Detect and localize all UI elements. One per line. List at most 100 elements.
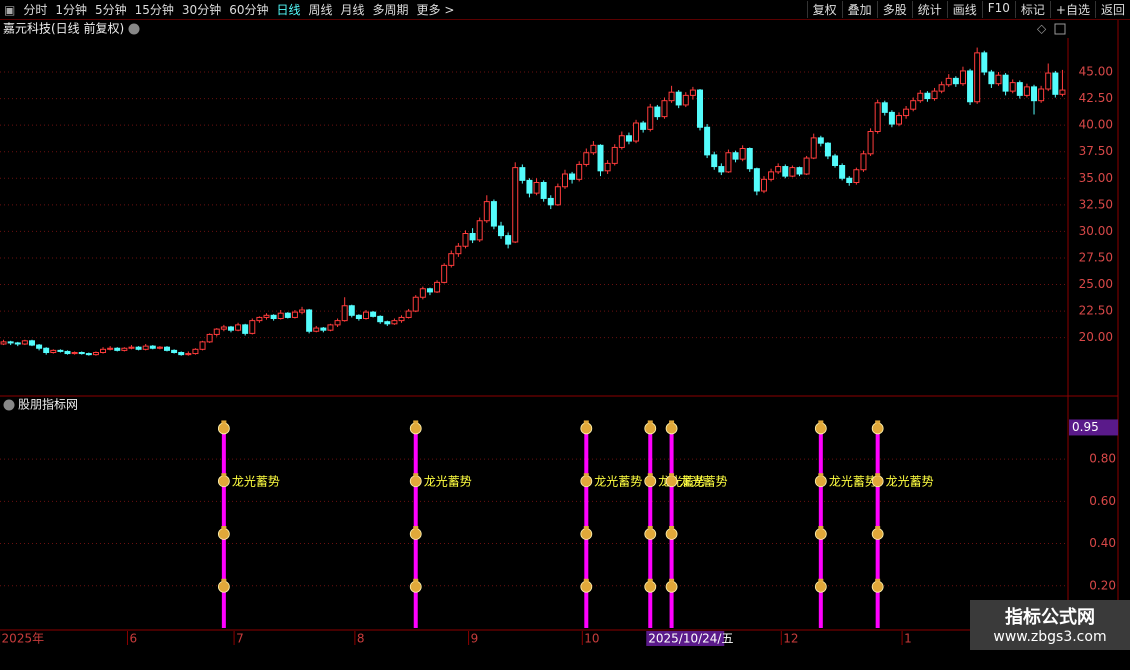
candle-body: [14, 342, 21, 345]
candle-body: [554, 186, 561, 206]
money-bag-icon: [665, 526, 678, 540]
panel-icon[interactable]: [3, 399, 15, 411]
signal-label: 龙光蓄势: [594, 475, 642, 489]
candle-body: [71, 352, 78, 355]
period-button[interactable]: 日线: [276, 3, 301, 17]
bag-neck: [647, 473, 653, 477]
money-bag-icon: [409, 578, 422, 593]
candle-body: [320, 327, 327, 331]
candle-body: [405, 310, 412, 318]
candle-body: [569, 173, 576, 180]
candle-body: [306, 309, 313, 332]
y-tick-label: 25.00: [1079, 277, 1113, 291]
candle-body: [803, 157, 810, 175]
candle-body: [682, 94, 689, 106]
money-bag-icon: [814, 420, 827, 435]
period-button[interactable]: 60分钟: [229, 3, 269, 17]
tool-button[interactable]: 复权: [806, 1, 842, 18]
tool-button[interactable]: +自选: [1049, 1, 1095, 18]
y-tick-label: 0.80: [1089, 452, 1116, 466]
candle-body: [967, 70, 974, 103]
window-icon[interactable]: [1054, 23, 1066, 35]
candle-body: [938, 84, 945, 92]
x-tick-label: 2025/10/24/五: [648, 632, 733, 646]
candle-body: [277, 312, 284, 319]
candle-body: [1052, 72, 1059, 95]
candle-body: [313, 327, 320, 332]
bag-neck: [221, 578, 227, 582]
diamond-icon[interactable]: ◇: [1037, 22, 1047, 36]
bag-body: [814, 528, 827, 540]
period-button[interactable]: 5分钟: [95, 3, 127, 17]
candle-body: [50, 349, 57, 353]
candle-body: [398, 316, 405, 322]
candle-body: [1023, 86, 1030, 96]
candle-body: [426, 288, 433, 293]
watermark: 指标公式网 www.zbgs3.com: [970, 600, 1130, 650]
candle-body: [7, 341, 14, 344]
candle-body: [377, 315, 384, 323]
tool-button[interactable]: 返回: [1094, 1, 1130, 18]
candle-body: [881, 102, 888, 113]
candle-body: [1038, 88, 1045, 102]
period-button[interactable]: 周线: [308, 3, 333, 17]
x-tick-label: 2025年: [2, 632, 45, 646]
tool-button[interactable]: 叠加: [841, 1, 877, 18]
candle-body: [1016, 82, 1023, 96]
bag-body: [409, 580, 422, 593]
period-button[interactable]: 多周期: [372, 3, 409, 17]
period-button[interactable]: 月线: [340, 3, 365, 17]
bag-body: [644, 580, 657, 593]
candle-body: [391, 320, 398, 325]
candle-body: [625, 135, 632, 142]
y-tick-label: 40.00: [1079, 118, 1113, 132]
tool-button[interactable]: F10: [981, 1, 1015, 18]
candle-body: [128, 346, 135, 349]
bag-body: [409, 528, 422, 540]
x-tick-label: 7: [236, 632, 244, 646]
period-button[interactable]: 更多 >: [416, 3, 455, 17]
candle-body: [156, 346, 163, 349]
candle-body: [832, 155, 839, 166]
tool-button[interactable]: 统计: [911, 1, 947, 18]
period-button[interactable]: 分时: [23, 3, 48, 17]
signal-label: 龙光蓄势: [680, 475, 728, 489]
candle-body: [192, 348, 199, 355]
candle-body: [533, 182, 540, 194]
period-button[interactable]: 30分钟: [181, 3, 222, 17]
candle-body: [810, 137, 817, 159]
period-button[interactable]: 1分钟: [55, 3, 87, 17]
bag-body: [217, 580, 230, 593]
candle-body: [988, 71, 995, 85]
tool-button[interactable]: 画线: [946, 1, 982, 18]
candle-body: [789, 167, 796, 177]
money-bag-icon: [665, 578, 678, 593]
period-button[interactable]: 15分钟: [134, 3, 174, 17]
menu-icon[interactable]: ▣: [4, 2, 16, 17]
candle-body: [227, 326, 234, 331]
tool-button[interactable]: 标记: [1014, 1, 1050, 18]
candle-body: [85, 353, 92, 356]
candle-body: [753, 168, 760, 192]
money-bag-icon: [217, 473, 230, 488]
money-bag-icon: [580, 420, 593, 435]
candle-body: [341, 305, 348, 322]
candle-body: [448, 253, 455, 266]
candle-body: [668, 91, 675, 102]
candle-body: [867, 131, 874, 155]
candle-body: [327, 324, 334, 331]
title-icon[interactable]: [128, 23, 140, 35]
tool-button[interactable]: 多股: [876, 1, 912, 18]
bag-body: [871, 528, 884, 540]
bag-neck: [818, 420, 824, 424]
y-tick-label: 37.50: [1079, 144, 1113, 158]
candle-body: [0, 341, 7, 345]
candle-body: [284, 312, 291, 318]
candle-body: [270, 314, 277, 319]
money-bag-icon: [409, 473, 422, 488]
bag-body: [409, 422, 422, 435]
candle-body: [1045, 72, 1052, 90]
bag-body: [871, 475, 884, 488]
bag-body: [217, 475, 230, 488]
money-bag-icon: [814, 526, 827, 540]
